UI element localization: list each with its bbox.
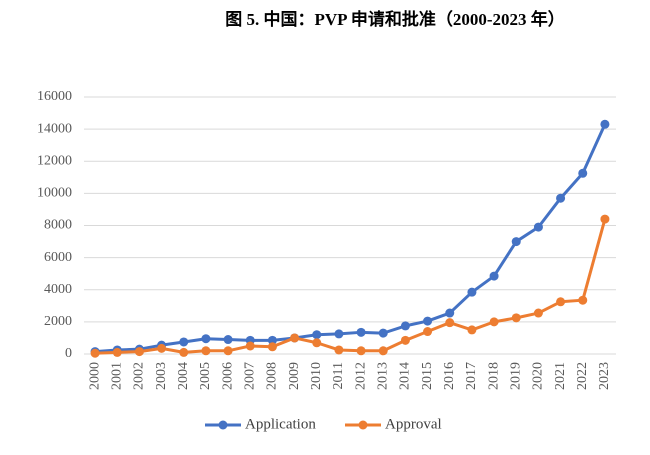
data-point xyxy=(134,347,144,357)
data-point xyxy=(533,308,543,318)
data-point xyxy=(423,316,433,326)
x-tick-label: 2007 xyxy=(242,362,257,390)
data-point xyxy=(290,333,300,343)
legend-label: Application xyxy=(245,416,316,432)
data-point xyxy=(467,287,477,297)
data-point xyxy=(267,342,277,352)
y-tick-label: 4000 xyxy=(44,282,72,297)
data-point xyxy=(157,343,167,353)
x-tick-label: 2008 xyxy=(265,362,280,390)
x-tick-label: 2013 xyxy=(375,362,390,390)
data-point xyxy=(179,347,189,357)
data-point xyxy=(600,214,610,224)
data-point xyxy=(400,335,410,345)
x-tick-label: 2023 xyxy=(597,362,612,390)
x-tick-label: 2021 xyxy=(553,362,568,390)
data-point xyxy=(312,330,322,340)
x-tick-label: 2016 xyxy=(442,362,457,390)
legend-marker xyxy=(218,420,228,430)
data-point xyxy=(489,271,499,281)
data-point xyxy=(556,297,566,307)
data-point xyxy=(245,341,255,351)
x-tick-label: 2001 xyxy=(109,362,124,390)
data-point xyxy=(201,346,211,356)
x-tick-label: 2019 xyxy=(508,362,523,390)
data-point xyxy=(112,347,122,357)
data-point xyxy=(423,327,433,337)
x-tick-label: 2017 xyxy=(464,362,479,390)
series-line xyxy=(94,123,607,354)
x-tick-label: 2009 xyxy=(287,362,302,390)
data-point xyxy=(533,222,543,232)
data-point xyxy=(445,308,455,318)
data-point xyxy=(578,295,588,305)
y-tick-label: 12000 xyxy=(37,153,72,168)
data-point xyxy=(201,334,211,344)
x-tick-label: 2003 xyxy=(154,362,169,390)
y-tick-label: 0 xyxy=(65,346,72,361)
data-point xyxy=(223,346,233,356)
x-tick-label: 2015 xyxy=(420,362,435,390)
legend-label: Approval xyxy=(385,416,442,432)
data-point xyxy=(378,346,388,356)
y-tick-label: 14000 xyxy=(37,121,72,136)
y-tick-label: 8000 xyxy=(44,218,72,233)
data-point xyxy=(179,337,189,347)
x-tick-label: 2022 xyxy=(575,362,590,390)
x-tick-label: 2006 xyxy=(220,362,235,390)
x-tick-label: 2018 xyxy=(486,362,501,390)
data-point xyxy=(489,317,499,327)
data-point xyxy=(578,168,588,178)
x-tick-label: 2010 xyxy=(309,362,324,390)
data-point xyxy=(400,321,410,331)
x-tick-label: 2004 xyxy=(176,362,191,390)
data-point xyxy=(356,327,366,337)
x-tick-label: 2012 xyxy=(353,362,368,390)
y-tick-label: 16000 xyxy=(37,89,72,104)
data-point xyxy=(267,335,277,345)
chart-title: 图 5. 中国：PVP 申请和批准（2000-2023 年） xyxy=(225,9,565,29)
data-point xyxy=(445,318,455,328)
data-point xyxy=(90,348,100,358)
data-point xyxy=(334,329,344,339)
x-tick-label: 2000 xyxy=(87,362,102,390)
x-tick-label: 2020 xyxy=(531,362,546,390)
x-tick-label: 2005 xyxy=(198,362,213,390)
data-point xyxy=(511,237,521,247)
data-point xyxy=(223,335,233,345)
data-point xyxy=(378,328,388,338)
data-point xyxy=(312,338,322,348)
x-tick-label: 2002 xyxy=(132,362,147,390)
x-tick-label: 2014 xyxy=(398,362,413,390)
data-point xyxy=(467,325,477,335)
y-tick-label: 6000 xyxy=(44,250,72,265)
data-point xyxy=(511,313,521,323)
y-tick-label: 2000 xyxy=(44,314,72,329)
data-point xyxy=(334,345,344,355)
data-point xyxy=(556,193,566,203)
data-point xyxy=(600,119,610,129)
x-tick-label: 2011 xyxy=(331,362,346,389)
data-point xyxy=(356,346,366,356)
y-tick-label: 10000 xyxy=(37,186,72,201)
legend-marker xyxy=(358,420,368,430)
